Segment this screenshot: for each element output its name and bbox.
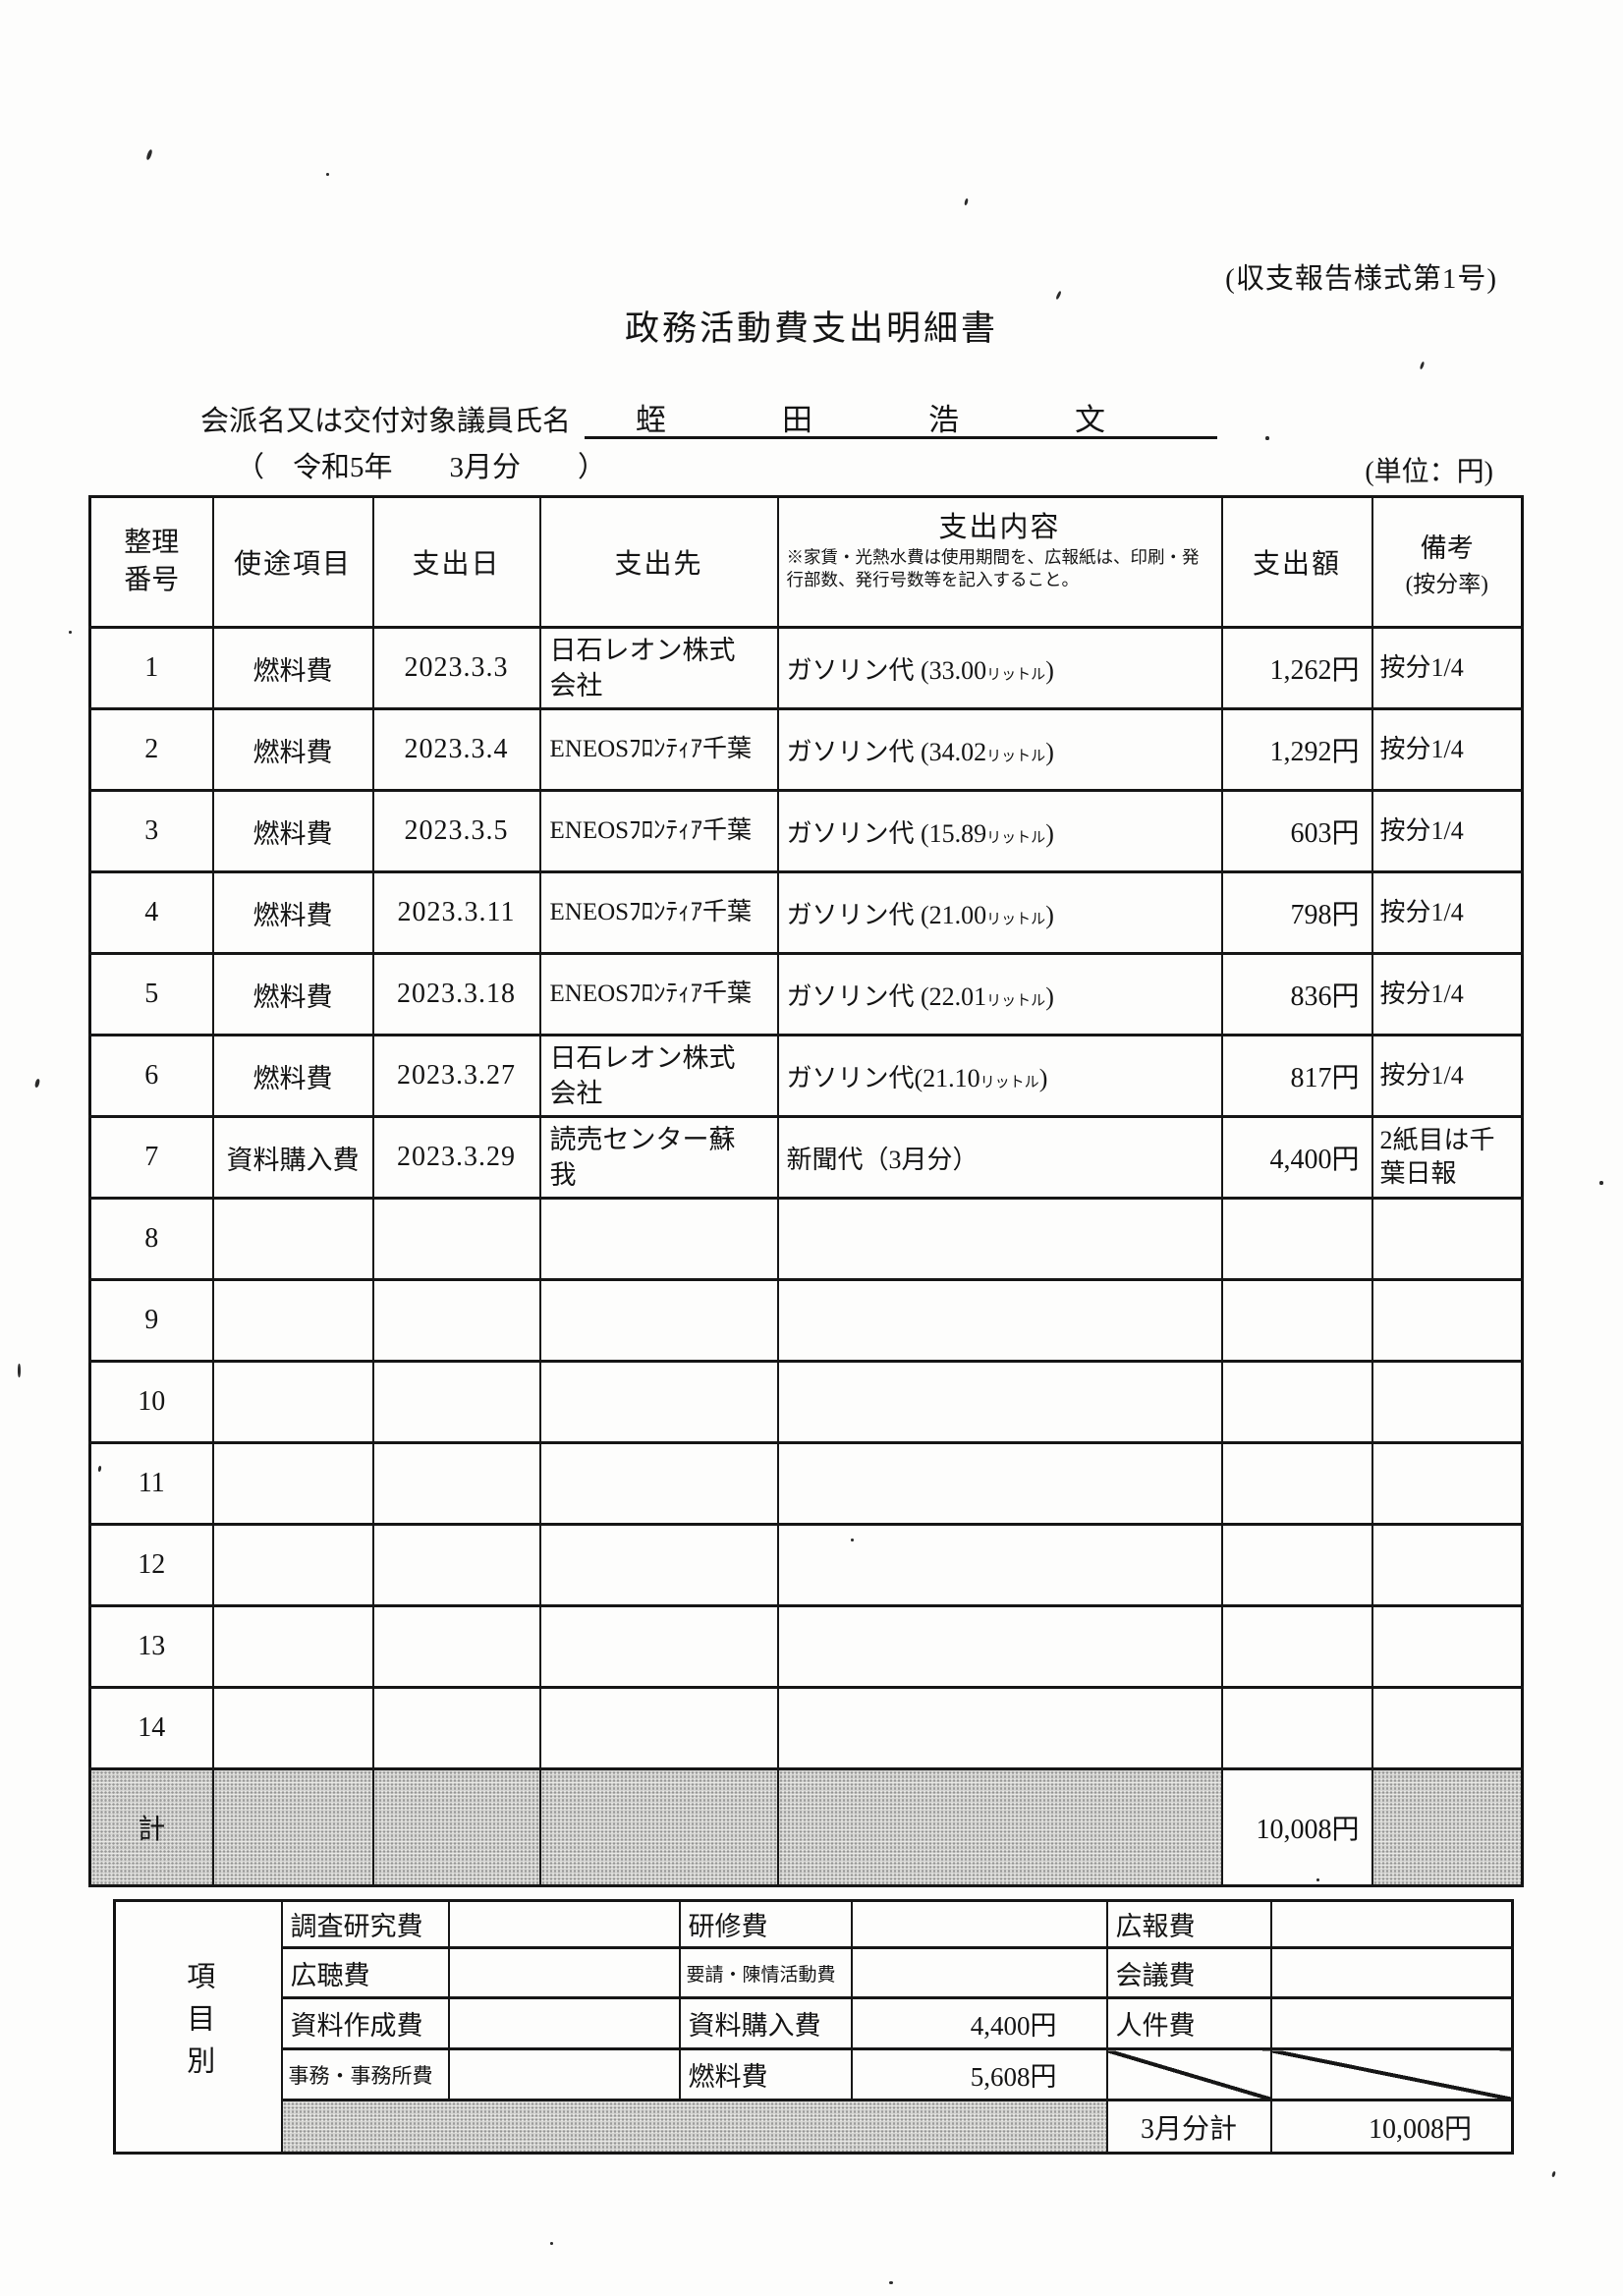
table-row: 9	[88, 1278, 1524, 1363]
total-amount: 10,008円	[1220, 1767, 1373, 1887]
table-row: 7 資料購入費 2023.3.29 読売センター蘇我 新聞代（3月分） 4,40…	[88, 1115, 1524, 1200]
scan-artifact	[1055, 290, 1062, 301]
scan-artifact	[1551, 2170, 1556, 2178]
month-total-label: 3月分計	[1105, 2099, 1272, 2155]
form-number: (収支報告様式第1号)	[1225, 263, 1497, 295]
table-row: 8	[88, 1197, 1524, 1281]
scan-artifact	[145, 148, 153, 161]
hatched-cell	[776, 1767, 1223, 1887]
header-content: 支出内容 ※家賃・光熱水費は使用期間を、広報紙は、印刷・発行部数、発行号数等を記…	[776, 495, 1223, 629]
scan-artifact	[889, 2281, 893, 2284]
category-summary-table: 項目別 調査研究費 研修費 広報費 広聴費 要請・陳情活動費 会議費 資料作成費	[113, 1899, 1514, 2155]
table-row: 1 燃料費 2023.3.3 日石レオン株式会社 ガソリン代 (33.00リット…	[88, 626, 1524, 710]
total-row: 計 10,008円	[88, 1767, 1524, 1887]
month-total-value: 10,008円	[1269, 2099, 1514, 2155]
table-row: 5 燃料費 2023.3.18 ENEOSﾌﾛﾝﾃｨｱ千葉 ガソリン代 (22.…	[88, 952, 1524, 1036]
header-content-title: 支出内容	[938, 512, 1061, 543]
period: （ 令和5年 3月分 ）	[236, 452, 607, 483]
expense-table-header-row: 整理 番号 使途項目 支出日 支出先 支出内容 ※家賃・光熱水費は使用期間を、広…	[88, 495, 1524, 629]
summary-row: 事務・事務所費 燃料費 5,608円	[114, 2047, 1514, 2101]
diagonal-slash-cell	[1105, 2047, 1272, 2101]
scan-artifact	[69, 631, 72, 634]
scan-artifact	[33, 1078, 41, 1089]
scan-artifact	[326, 173, 329, 176]
summary-row: 項目別 調査研究費 研修費 広報費	[113, 1899, 1514, 2155]
table-row: 14	[88, 1686, 1524, 1770]
hatched-cell	[1371, 1767, 1524, 1887]
diagonal-slash-cell	[1269, 2047, 1514, 2101]
table-row: 6 燃料費 2023.3.27 日石レオン株式会社 ガソリン代(21.10リット…	[88, 1034, 1524, 1118]
scan-artifact	[851, 1539, 854, 1541]
hatched-cell	[280, 2099, 1108, 2155]
table-row: 13	[88, 1604, 1524, 1689]
scan-artifact	[550, 2242, 553, 2245]
table-row: 3 燃料費 2023.3.5 ENEOSﾌﾛﾝﾃｨｱ千葉 ガソリン代 (15.8…	[88, 789, 1524, 873]
page-title: 政務活動費支出明細書	[624, 309, 998, 348]
hatched-cell	[371, 1767, 541, 1887]
scan-artifact	[964, 197, 969, 206]
header-content-note: ※家賃・光熱水費は使用期間を、広報紙は、印刷・発行部数、発行号数等を記入すること…	[786, 547, 1200, 589]
header-category: 使途項目	[211, 495, 374, 629]
table-row: 4 燃料費 2023.3.11 ENEOSﾌﾛﾝﾃｨｱ千葉 ガソリン代 (21.…	[88, 870, 1524, 955]
table-row: 11	[88, 1441, 1524, 1526]
header-date: 支出日	[371, 495, 541, 629]
header-amount: 支出額	[1220, 495, 1373, 629]
hatched-cell	[211, 1767, 374, 1887]
header-payee: 支出先	[538, 495, 779, 629]
scan-artifact	[18, 1364, 21, 1377]
expense-table: 整理 番号 使途項目 支出日 支出先 支出内容 ※家賃・光熱水費は使用期間を、広…	[88, 495, 1524, 1887]
scan-artifact	[1419, 361, 1426, 370]
table-row: 2 燃料費 2023.3.4 ENEOSﾌﾛﾝﾃｨｱ千葉 ガソリン代 (34.0…	[88, 707, 1524, 792]
scan-artifact	[1316, 1878, 1319, 1881]
member-name: 蛭田浩文	[585, 395, 1218, 439]
summary-total-row: 3月分計 10,008円	[114, 2099, 1514, 2155]
hatched-cell	[538, 1767, 779, 1887]
scan-artifact	[1599, 1181, 1603, 1185]
table-row: 10	[88, 1360, 1524, 1444]
summary-side-label: 項目別	[113, 1899, 283, 2155]
header-no: 整理 番号	[88, 495, 214, 629]
unit-note: (単位：円)	[1365, 457, 1493, 487]
summary-row: 広聴費 要請・陳情活動費 会議費	[114, 1946, 1514, 1999]
name-line: 会派名又は交付対象議員氏名 蛭田浩文	[200, 395, 1218, 439]
name-label: 会派名又は交付対象議員氏名	[200, 406, 572, 437]
header-remarks: 備考 (按分率)	[1371, 495, 1524, 629]
table-row: 12	[88, 1523, 1524, 1607]
summary-row: 資料作成費 資料購入費 4,400円 人件費	[114, 1996, 1514, 2050]
scan-artifact	[1265, 436, 1269, 440]
total-label: 計	[88, 1767, 214, 1887]
